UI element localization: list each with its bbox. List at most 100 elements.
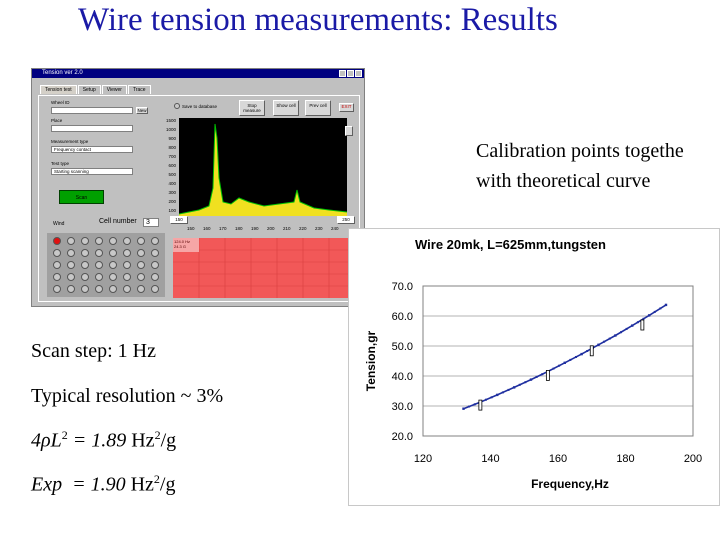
formula-text: 4ρL2 = 1.89 Hz2/g xyxy=(31,428,176,453)
caption-line-2: with theoretical curve xyxy=(476,170,651,192)
cell-button[interactable] xyxy=(109,237,117,245)
x-tick-label: 200 xyxy=(684,453,702,465)
cell-button[interactable] xyxy=(151,261,159,269)
calibration-point xyxy=(478,399,483,411)
cell-number-field[interactable]: 3 xyxy=(143,218,159,227)
curve-point xyxy=(473,403,476,406)
tension-app-screenshot: Tension ver 2.0 Tension test Setup Viewe… xyxy=(31,68,365,307)
cell-button[interactable] xyxy=(137,261,145,269)
cell-button[interactable] xyxy=(81,273,89,281)
prev-cell-button[interactable]: Prev cell xyxy=(305,100,331,116)
cell-button[interactable] xyxy=(53,285,61,293)
x-tick-label: 180 xyxy=(616,453,634,465)
spectrum-x-tick: 170 xyxy=(219,226,227,231)
curve-point xyxy=(647,314,651,317)
tab-trace[interactable]: Trace xyxy=(127,85,151,94)
plot-area xyxy=(422,285,694,437)
cell-button[interactable] xyxy=(123,285,131,293)
cell-button[interactable] xyxy=(95,237,103,245)
cell-button[interactable] xyxy=(81,261,89,269)
place-select[interactable] xyxy=(51,125,133,132)
app-titlebar: Tension ver 2.0 xyxy=(32,69,364,78)
scroll-up-button[interactable] xyxy=(345,126,353,136)
exp-unit: Hz xyxy=(125,473,154,496)
calibration-point xyxy=(589,345,594,357)
stop-measure-button[interactable]: Stop measure xyxy=(239,100,265,116)
cell-button[interactable] xyxy=(67,273,75,281)
curve-point xyxy=(659,307,662,310)
tab-setup[interactable]: Setup xyxy=(77,85,101,94)
cell-button[interactable] xyxy=(109,249,117,257)
cell-button[interactable] xyxy=(109,285,117,293)
scan-step-text: Scan step: 1 Hz xyxy=(31,340,156,362)
close-icon[interactable] xyxy=(355,70,362,77)
measurement-type-select[interactable]: Frequency contact xyxy=(51,146,133,153)
curve-point xyxy=(580,352,583,356)
exit-button[interactable]: EXIT xyxy=(339,103,354,112)
cell-button[interactable] xyxy=(123,249,131,257)
cell-grid xyxy=(47,233,165,297)
cell-button[interactable] xyxy=(81,237,89,245)
y-tick-label: 70.0 xyxy=(392,281,413,293)
cell-button[interactable] xyxy=(67,261,75,269)
save-label: Save to database xyxy=(182,104,218,109)
cell-button[interactable] xyxy=(95,261,103,269)
tab-viewer[interactable]: Viewer xyxy=(101,85,127,94)
wheel-id-select[interactable] xyxy=(51,107,133,114)
theory-curve xyxy=(463,304,667,410)
curve-point xyxy=(608,337,611,340)
cell-button[interactable] xyxy=(109,273,117,281)
cell-button[interactable] xyxy=(137,285,145,293)
cell-button[interactable] xyxy=(67,249,75,257)
cell-button[interactable] xyxy=(53,249,61,257)
resolution-text: Typical resolution ~ 3% xyxy=(31,385,224,407)
chart-title: Wire 20mk, L=625mm,tungsten xyxy=(415,237,606,252)
curve-point xyxy=(496,393,499,397)
tension-panel: Wheel ID New Place Measurement type Freq… xyxy=(38,95,360,302)
cell-button[interactable] xyxy=(123,237,131,245)
tab-tension-test[interactable]: Tension test xyxy=(40,85,77,94)
show-cell-button[interactable]: Show cell xyxy=(273,100,299,116)
range-high-field[interactable]: 250 xyxy=(337,216,355,224)
cell-button[interactable] xyxy=(67,285,75,293)
cell-button[interactable] xyxy=(151,273,159,281)
cell-button[interactable] xyxy=(81,249,89,257)
y-tick-label: 20.0 xyxy=(392,431,413,443)
y-tick-label: 60.0 xyxy=(392,311,413,323)
cell-button[interactable] xyxy=(67,237,75,245)
cell-button[interactable] xyxy=(137,273,145,281)
cell-button[interactable] xyxy=(81,285,89,293)
curve-point xyxy=(524,381,527,384)
cell-button[interactable] xyxy=(53,273,61,281)
minimize-icon[interactable] xyxy=(339,70,346,77)
range-low-field[interactable]: 150 xyxy=(170,216,188,224)
wind-label: Wind xyxy=(53,221,65,227)
maximize-icon[interactable] xyxy=(347,70,354,77)
curve-point xyxy=(490,396,493,399)
slide-title: Wire tension measurements: Results xyxy=(78,2,558,38)
cell-button[interactable] xyxy=(137,249,145,257)
cell-button[interactable] xyxy=(137,237,145,245)
curve-point xyxy=(468,405,471,408)
cell-button[interactable] xyxy=(53,261,61,269)
exp-label: Exp xyxy=(31,473,63,496)
cell-button[interactable] xyxy=(53,237,61,245)
formula-unit: Hz xyxy=(126,429,155,452)
scan-button[interactable]: Scan xyxy=(59,190,104,204)
test-type-select[interactable]: Starting scanning xyxy=(51,168,133,175)
curve-point xyxy=(529,378,533,381)
cell-button[interactable] xyxy=(151,237,159,245)
cell-button[interactable] xyxy=(95,285,103,293)
cell-button[interactable] xyxy=(123,273,131,281)
curve-point xyxy=(501,391,504,394)
new-button[interactable]: New xyxy=(136,107,148,114)
cell-button[interactable] xyxy=(95,273,103,281)
cell-button[interactable] xyxy=(95,249,103,257)
curve-point xyxy=(636,321,639,324)
cell-button[interactable] xyxy=(151,285,159,293)
x-tick-label: 120 xyxy=(414,453,432,465)
cell-button[interactable] xyxy=(109,261,117,269)
cell-button[interactable] xyxy=(151,249,159,257)
cell-button[interactable] xyxy=(123,261,131,269)
save-radio[interactable] xyxy=(174,103,180,109)
